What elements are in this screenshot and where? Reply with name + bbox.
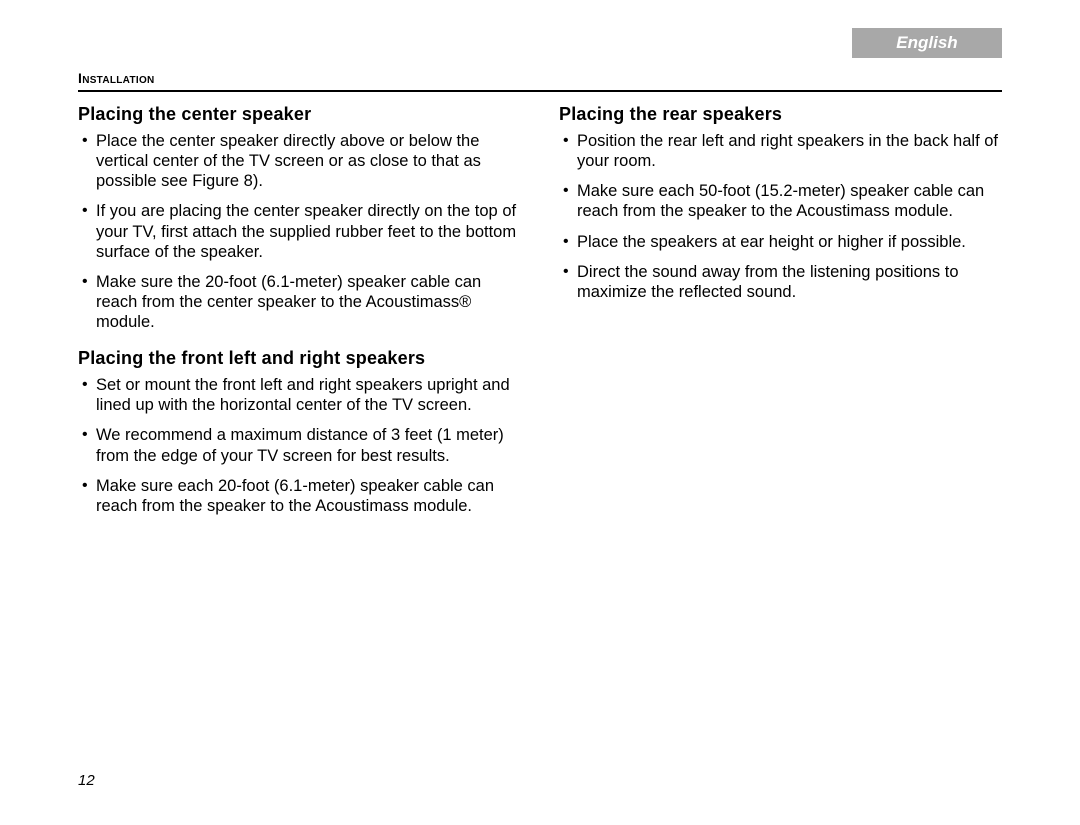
language-tab: English — [852, 28, 1002, 58]
divider-rule — [78, 90, 1002, 92]
list-item: Make sure each 20-foot (6.1-meter) speak… — [78, 476, 521, 516]
bullets-front-speakers: Set or mount the front left and right sp… — [78, 375, 521, 516]
list-item: Place the speakers at ear height or high… — [559, 232, 1002, 252]
left-column: Placing the center speaker Place the cen… — [78, 100, 521, 526]
content-columns: Placing the center speaker Place the cen… — [78, 100, 1002, 526]
right-column: Placing the rear speakers Position the r… — [559, 100, 1002, 526]
list-item: We recommend a maximum distance of 3 fee… — [78, 425, 521, 465]
list-item: If you are placing the center speaker di… — [78, 201, 521, 261]
heading-front-speakers: Placing the front left and right speaker… — [78, 348, 521, 369]
list-item: Make sure the 20-foot (6.1-meter) speake… — [78, 272, 521, 332]
heading-center-speaker: Placing the center speaker — [78, 104, 521, 125]
page-number: 12 — [78, 772, 95, 789]
list-item: Position the rear left and right speaker… — [559, 131, 1002, 171]
bullets-center-speaker: Place the center speaker directly above … — [78, 131, 521, 332]
list-item: Set or mount the front left and right sp… — [78, 375, 521, 415]
heading-rear-speakers: Placing the rear speakers — [559, 104, 1002, 125]
list-item: Place the center speaker directly above … — [78, 131, 521, 191]
list-item: Direct the sound away from the listening… — [559, 262, 1002, 302]
list-item: Make sure each 50-foot (15.2-meter) spea… — [559, 181, 1002, 221]
section-label: Installation — [78, 70, 1002, 86]
bullets-rear-speakers: Position the rear left and right speaker… — [559, 131, 1002, 302]
